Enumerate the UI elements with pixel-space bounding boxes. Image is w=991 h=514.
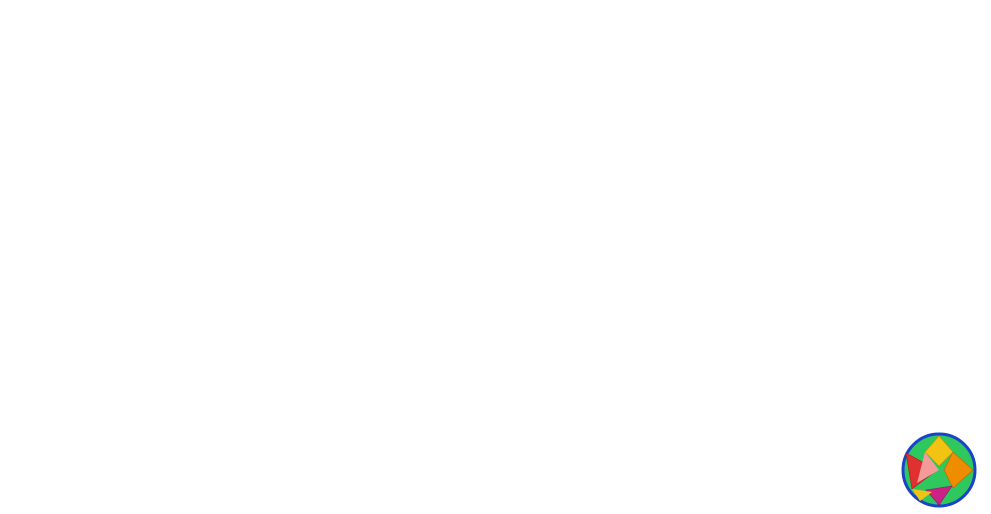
symbol-title	[981, 10, 989, 26]
gann360-logo	[901, 432, 977, 508]
logo-triangle-bottom	[925, 485, 953, 506]
indicator-bar	[4, 10, 22, 26]
logo-triangle-right	[943, 451, 974, 489]
logo-triangle-top	[924, 435, 954, 467]
logo-triangle-bottomleft	[912, 489, 932, 501]
logo-triangle-inner	[917, 452, 939, 483]
